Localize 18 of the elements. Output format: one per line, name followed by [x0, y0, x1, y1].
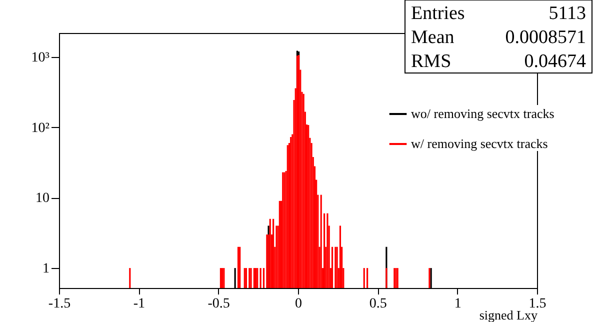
annotation: 0.04674 — [524, 51, 586, 72]
legend-label: wo/ removing secvtx tracks — [411, 106, 554, 121]
x-tick-label: 0 — [295, 296, 302, 312]
x-tick-label: -1.5 — [48, 296, 71, 312]
y-tick-label: 10 — [36, 191, 50, 206]
x-tick-label: 0.5 — [369, 296, 387, 312]
x-tick-label: -0.5 — [208, 296, 230, 312]
text: 5113 — [548, 3, 586, 24]
annotation: RMS — [411, 51, 452, 72]
legend-label: w/ removing secvtx tracks — [411, 136, 548, 151]
annotation: 0.0008571 — [505, 27, 586, 48]
text: Entries — [411, 3, 465, 24]
annotation: Mean — [411, 27, 455, 48]
y-tick-label: 10³ — [31, 50, 50, 66]
y-tick-label: 1 — [42, 262, 50, 277]
y-tick-label: 10² — [31, 120, 50, 136]
x-tick-label: -1 — [133, 296, 146, 312]
x-tick-label: 1 — [454, 296, 462, 312]
